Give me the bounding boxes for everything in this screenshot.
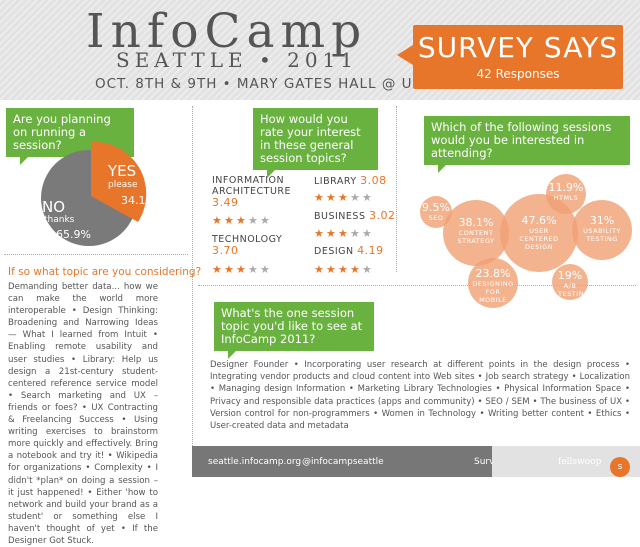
question-text: Are you planning on running a session?: [13, 112, 111, 152]
question-one-topic: What's the one session topic you'd like …: [214, 302, 374, 359]
site-link[interactable]: seattle.infocamp.org: [208, 457, 302, 467]
rating-value: 3.08: [360, 174, 387, 187]
question-rate-topics: How would you rate your interest in thes…: [253, 108, 378, 178]
rating-name: TECHNOLOGY: [212, 234, 283, 245]
star-icon: ★: [248, 214, 258, 227]
bubble-pct: 31%: [589, 214, 615, 227]
divider: [198, 285, 636, 286]
bubble-label: HTML5: [553, 194, 579, 202]
rating-design: DESIGN 4.19: [314, 245, 384, 257]
star-icon: ★: [224, 214, 234, 227]
divider: [4, 254, 188, 255]
pie-yes-label: YES: [108, 162, 137, 180]
topic-wishlist: Designer Founder • Incorporating user re…: [210, 360, 630, 432]
bubble-label: USABILITY TESTING: [583, 227, 621, 243]
survey-title: SURVEY SAYS: [417, 31, 619, 64]
fellswoop-icon: ѕ: [610, 457, 630, 477]
event-subtitle: SEATTLE • 2011: [116, 48, 358, 72]
survey-says-callout: SURVEY SAYS 42 Responses: [397, 25, 623, 89]
star-icon: ★: [362, 227, 372, 240]
divider: [192, 106, 193, 446]
star-icon: ★: [326, 263, 336, 276]
bubble-pct: 19%: [557, 269, 583, 282]
footer: seattle.infocamp.org @infocampseattle Su…: [192, 446, 640, 477]
star-icon: ★: [212, 263, 222, 276]
rating-name: BUSINESS: [314, 211, 366, 222]
bubble-label: DESIGNING FOR MOBILE: [472, 280, 514, 304]
pie-yes-pct: 34.1%: [121, 194, 156, 207]
star-icon: ★: [362, 263, 372, 276]
star-icon: ★: [224, 263, 234, 276]
bubble-ab: 19% A/B TESTING: [552, 264, 590, 300]
bubble-pct: 11.9%: [548, 181, 584, 194]
rating-technology: TECHNOLOGY 3.70: [212, 234, 282, 257]
pie-yes-sub: please: [108, 180, 138, 190]
rating-name: INFORMATION ARCHITECTURE: [212, 175, 292, 197]
response-count: 42 Responses: [476, 67, 560, 81]
pie-no-sub: thanks: [44, 215, 75, 225]
star-icon: ★: [350, 227, 360, 240]
star-icon: ★: [338, 227, 348, 240]
rating-library: LIBRARY 3.08: [314, 175, 387, 187]
star-icon: ★: [350, 191, 360, 204]
question-sessions-interest: Which of the following sessions would yo…: [424, 116, 630, 173]
event-dates: OCT. 8TH & 9TH • MARY GATES HALL @ UW: [95, 76, 427, 92]
bubble-usability: 31% USABILITY TESTING: [572, 200, 632, 260]
stars-technology: ★ ★ ★ ★ ★: [212, 258, 272, 275]
star-icon: ★: [236, 263, 246, 276]
rating-value: 4.19: [357, 244, 384, 257]
star-icon: ★: [260, 263, 270, 276]
stars-business: ★ ★ ★ ★ ★: [314, 222, 374, 239]
question-text: Which of the following sessions would yo…: [431, 120, 612, 160]
star-icon: ★: [350, 263, 360, 276]
divider: [396, 106, 397, 272]
topic-answers: Demanding better data... how we can make…: [8, 282, 158, 546]
bubble-pct: 9.5%: [422, 201, 450, 214]
star-icon: ★: [314, 227, 324, 240]
topic-question: If so what topic are you considering?: [8, 266, 202, 278]
stars-library: ★ ★ ★ ★ ★: [314, 186, 374, 203]
star-icon: ★: [338, 263, 348, 276]
question-text: How would you rate your interest in thes…: [260, 112, 361, 165]
fellswoop-logo: fellswoop: [558, 457, 602, 467]
pie-slice-yes: [91, 141, 147, 222]
star-icon: ★: [236, 214, 246, 227]
bubble-label: SEO: [428, 214, 444, 222]
stars-design: ★ ★ ★ ★ ★: [314, 258, 374, 275]
pie-no-pct: 65.9%: [56, 228, 91, 241]
bubble-html5: 11.9% HTML5: [546, 174, 586, 214]
bubble-label: CONTENT STRATEGY: [457, 229, 495, 245]
star-icon: ★: [212, 214, 222, 227]
rating-name: DESIGN: [314, 246, 354, 257]
bubble-pct: 47.6%: [521, 214, 557, 227]
rating-ia: INFORMATION ARCHITECTURE 3.49: [212, 175, 302, 209]
fellswoop-badge: fellswoop ѕ: [492, 446, 640, 477]
stars-ia: ★ ★ ★ ★ ★: [212, 209, 272, 226]
bubble-label: A/B TESTING: [558, 282, 590, 298]
star-icon: ★: [326, 227, 336, 240]
star-icon: ★: [248, 263, 258, 276]
event-title: InfoCamp: [86, 4, 368, 59]
bubble-pct: 38.1%: [458, 216, 494, 229]
rating-business: BUSINESS 3.02: [314, 210, 396, 222]
rating-value: 3.49: [212, 196, 239, 209]
question-text: What's the one session topic you'd like …: [221, 306, 363, 346]
star-icon: ★: [338, 191, 348, 204]
star-icon: ★: [326, 191, 336, 204]
session-pie-chart: [41, 141, 147, 246]
rating-name: LIBRARY: [314, 176, 357, 187]
twitter-link[interactable]: @infocampseattle: [302, 457, 384, 467]
pie-no-label: NO: [42, 198, 66, 216]
star-icon: ★: [362, 191, 372, 204]
rating-value: 3.02: [369, 209, 396, 222]
rating-value: 3.70: [212, 244, 239, 257]
bubble-mobile: 23.8% DESIGNING FOR MOBILE: [468, 258, 518, 308]
star-icon: ★: [260, 214, 270, 227]
star-icon: ★: [314, 263, 324, 276]
bubble-label: USER CENTERED DESIGN: [519, 227, 559, 251]
bubble-pct: 23.8%: [475, 267, 511, 280]
bubble-content-strategy: 38.1% CONTENT STRATEGY: [443, 200, 509, 266]
star-icon: ★: [314, 191, 324, 204]
